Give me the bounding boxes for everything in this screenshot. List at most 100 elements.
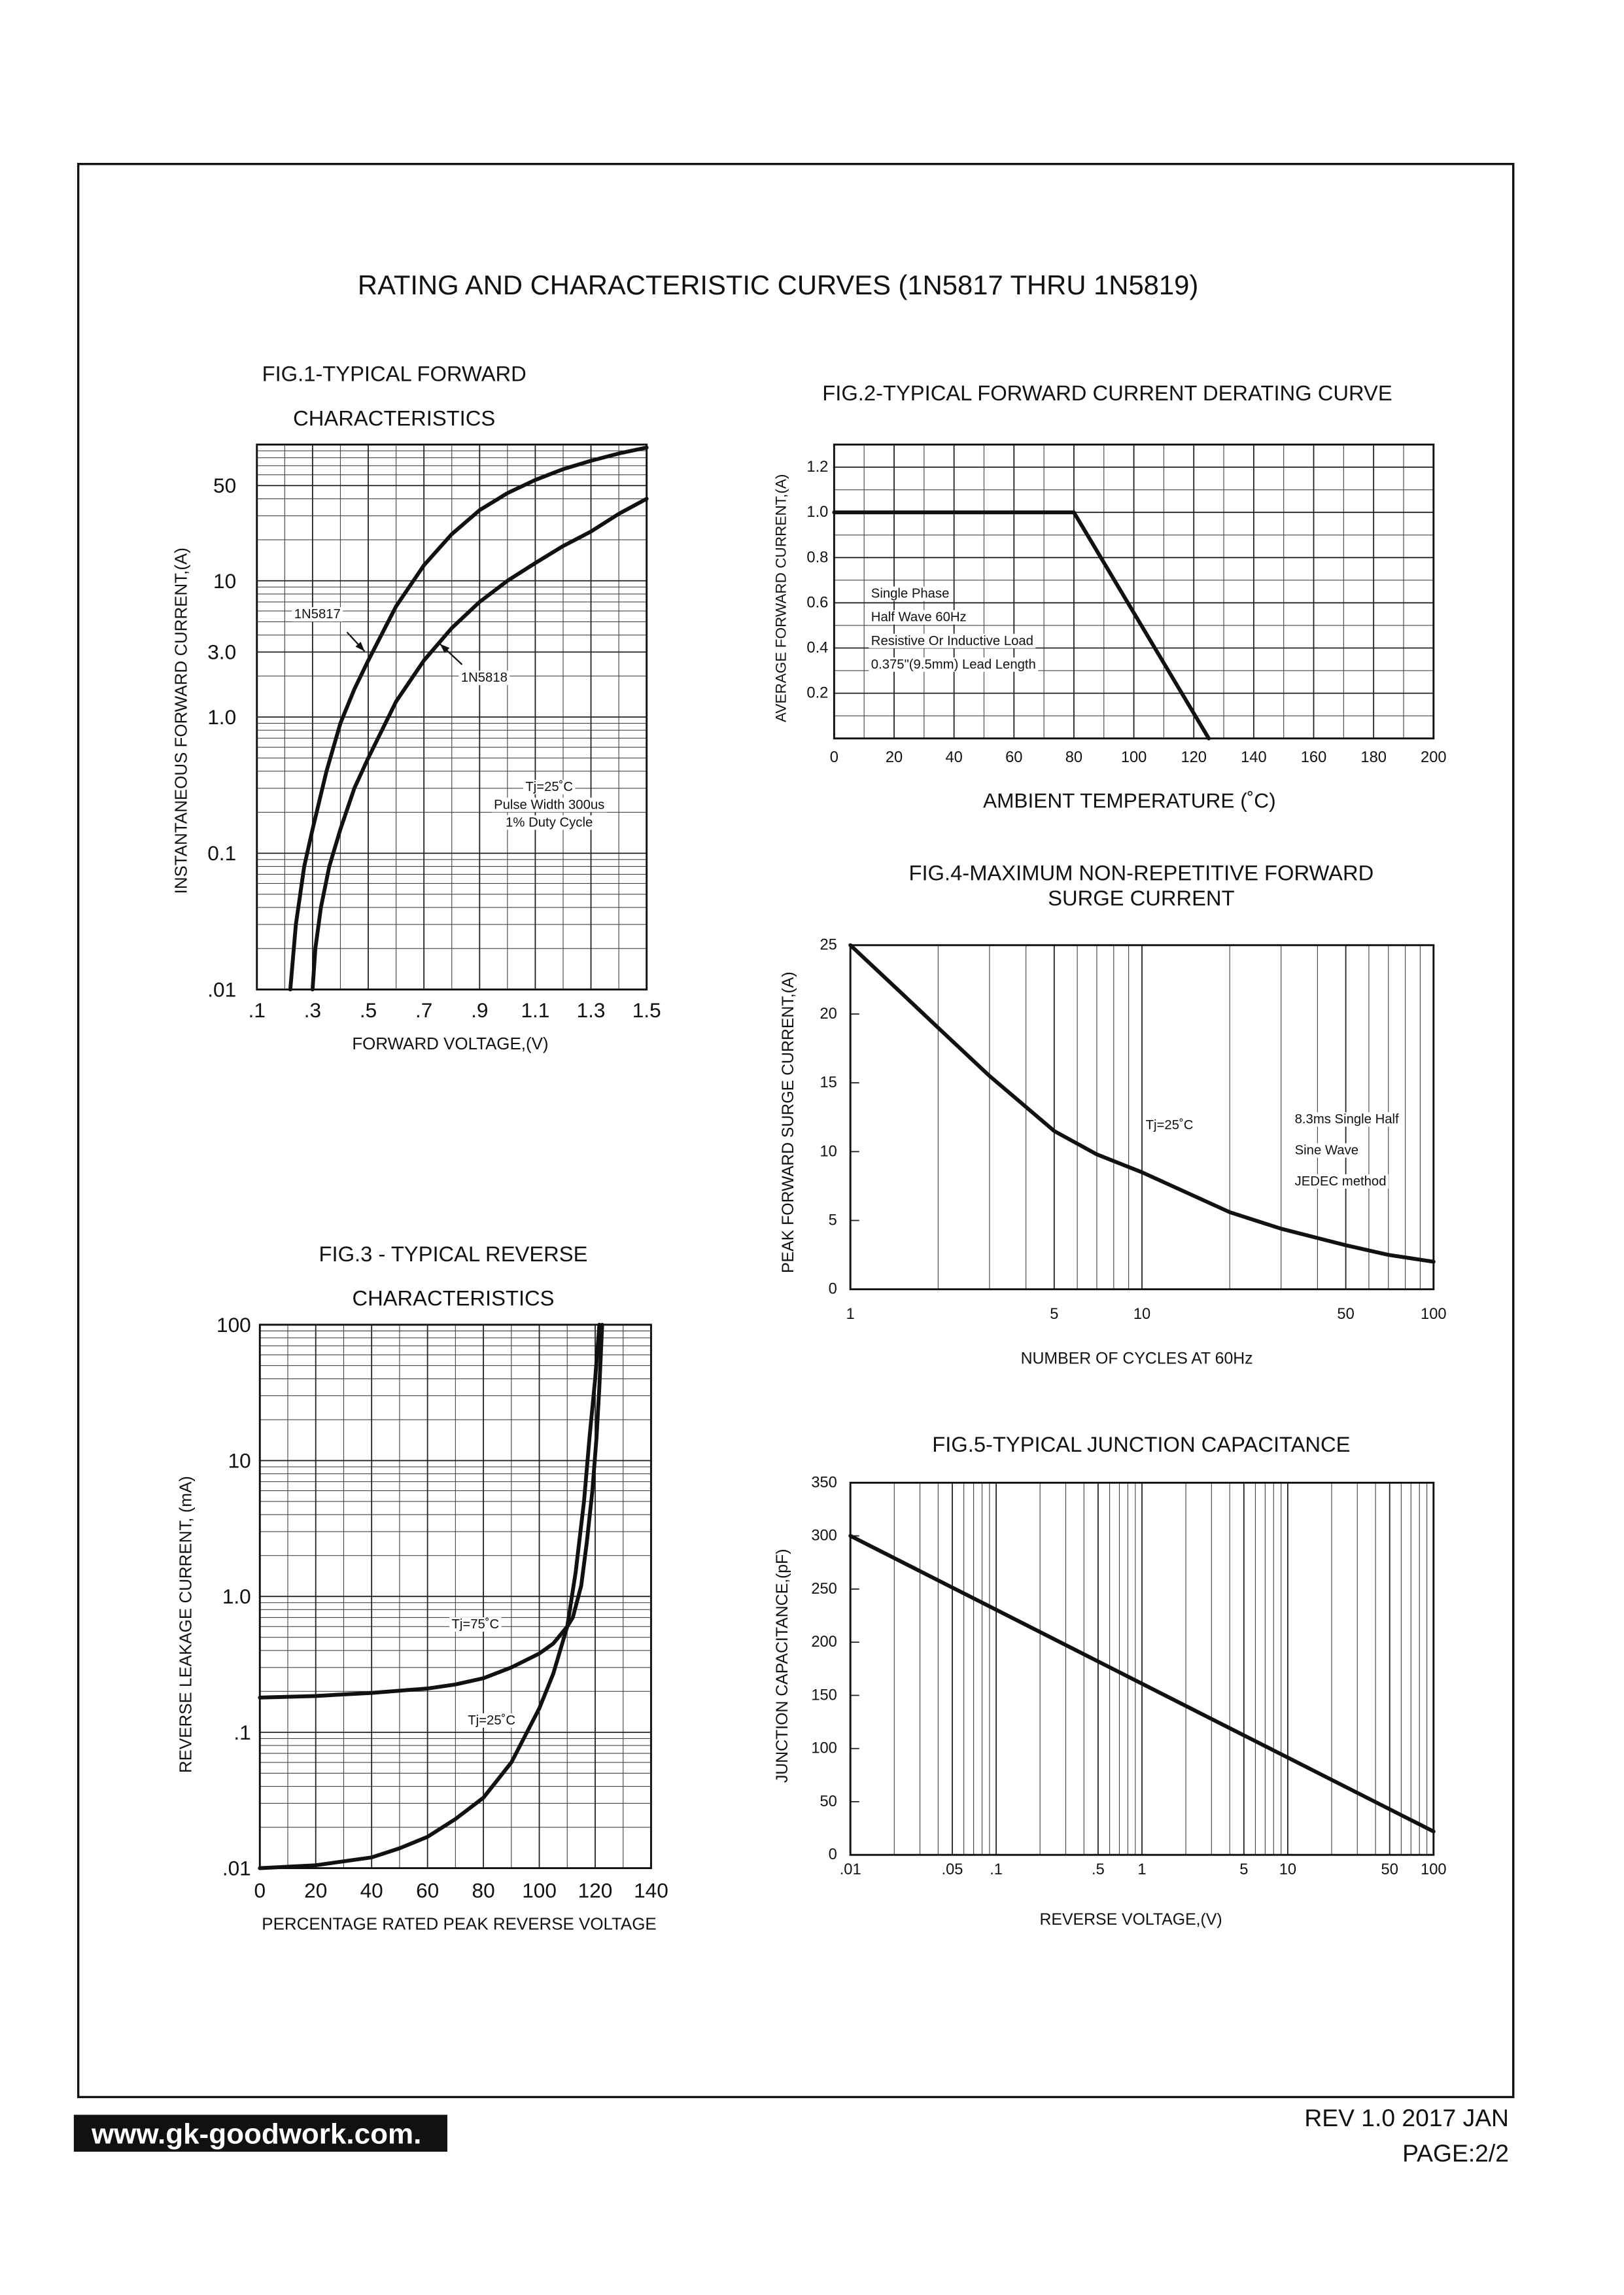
y-tick-label: 100 [216, 1313, 251, 1337]
website: www.gk-goodwork.com. [91, 2118, 421, 2150]
annotation: Pulse Width 300us [494, 797, 604, 812]
x-tick-label: 60 [416, 1878, 439, 1902]
label-background [491, 797, 607, 813]
figure-title: CHARACTERISTICS [352, 1286, 554, 1310]
label-background [1292, 1143, 1361, 1158]
x-tick-label: 50 [1381, 1861, 1398, 1878]
annotation: Half Wave 60Hz [871, 610, 967, 625]
x-tick-label: 1 [846, 1306, 855, 1323]
x-tick-label: .5 [360, 998, 377, 1022]
x-tick-label: 40 [360, 1878, 383, 1902]
figure-title: SURGE CURRENT [1048, 886, 1234, 910]
x-tick-label: 10 [1279, 1861, 1296, 1878]
figure-title: FIG.4-MAXIMUM NON-REPETITIVE FORWARD [908, 861, 1373, 885]
y-axis-label: PEAK FORWARD SURGE CURRENT,(A) [780, 972, 797, 1273]
x-tick-label: .3 [304, 998, 321, 1022]
annotation: Tj=25˚C [1146, 1118, 1194, 1132]
x-tick-label: 200 [1421, 749, 1447, 766]
plot-border [258, 1323, 652, 1870]
x-tick-label: 20 [304, 1878, 327, 1902]
curve [848, 943, 1436, 1264]
figure-title: FIG.1-TYPICAL FORWARD [262, 362, 527, 386]
plot-border [833, 444, 1435, 740]
x-tick-label: 5 [1050, 1306, 1058, 1323]
x-tick-label: .1 [249, 998, 266, 1022]
x-tick-label: 120 [1181, 749, 1207, 766]
x-tick-label: 10 [1133, 1306, 1150, 1323]
curve [288, 446, 649, 992]
x-tick-label: 140 [1241, 749, 1267, 766]
figure-title: FIG.2-TYPICAL FORWARD CURRENT DERATING C… [822, 381, 1392, 405]
label-background [523, 780, 576, 795]
x-tick-label: 1.1 [521, 998, 549, 1022]
curve [832, 510, 1211, 741]
figure-title: FIG.3 - TYPICAL REVERSE [319, 1242, 588, 1266]
curve [258, 1322, 602, 1870]
label-background [1292, 1174, 1389, 1189]
plot-border [849, 944, 1435, 1291]
y-tick-label: 1.0 [222, 1585, 251, 1608]
y-tick-label: 0.1 [207, 841, 236, 865]
y-tick-label: 0.4 [806, 640, 828, 657]
y-tick-label: 1.0 [207, 705, 236, 729]
curve [310, 497, 649, 992]
label-background [292, 607, 343, 622]
y-tick-label: .01 [222, 1857, 251, 1880]
x-axis-label: AMBIENT TEMPERATURE (˚C) [983, 789, 1276, 813]
x-tick-label: .5 [1092, 1861, 1105, 1878]
x-tick-label: 80 [472, 1878, 495, 1902]
label-background [869, 633, 1036, 648]
annotation: 1% Duty Cycle [506, 815, 593, 830]
label-background [869, 610, 969, 625]
y-tick-label: 50 [213, 474, 236, 497]
y-tick-label: 0.8 [806, 549, 828, 566]
y-tick-label: .01 [207, 977, 236, 1001]
x-tick-label: 5 [1239, 1861, 1248, 1878]
x-tick-label: .9 [471, 998, 488, 1022]
x-tick-label: 1.3 [577, 998, 606, 1022]
arrow-head [355, 641, 365, 652]
x-tick-label: 80 [1065, 749, 1082, 766]
y-tick-label: .1 [233, 1721, 251, 1744]
y-tick-label: 15 [820, 1074, 837, 1091]
figure-title: FIG.5-TYPICAL JUNCTION CAPACITANCE [932, 1432, 1350, 1456]
y-tick-label: 10 [820, 1143, 837, 1160]
label-background [503, 815, 595, 830]
curve [848, 1533, 1436, 1834]
y-tick-label: 100 [811, 1740, 837, 1757]
x-tick-label: 140 [634, 1878, 668, 1902]
y-axis-label: INSTANTANEOUS FORWARD CURRENT,(A) [173, 548, 191, 894]
series-label: 1N5817 [294, 607, 341, 622]
page-border [77, 162, 1515, 2099]
annotation: Tj=25˚C [525, 780, 573, 794]
x-tick-label: 0 [830, 749, 838, 766]
x-tick-label: .7 [415, 998, 432, 1022]
label-background [1143, 1118, 1196, 1133]
x-tick-label: 100 [1121, 749, 1147, 766]
x-tick-label: .01 [840, 1861, 861, 1878]
y-tick-label: 0.6 [806, 594, 828, 611]
x-tick-label: 0 [254, 1878, 266, 1902]
label-background [465, 1713, 518, 1728]
x-tick-label: 40 [945, 749, 962, 766]
arrow-head [440, 644, 450, 654]
y-tick-label: 10 [213, 569, 236, 593]
figure-title: CHARACTERISTICS [293, 406, 495, 430]
y-tick-label: 10 [228, 1449, 251, 1473]
curve [258, 1322, 604, 1700]
series-label: 1N5818 [461, 671, 508, 685]
y-tick-label: 20 [820, 1006, 837, 1023]
y-tick-label: 200 [811, 1634, 837, 1651]
x-tick-label: 60 [1005, 749, 1022, 766]
y-tick-label: 3.0 [207, 640, 236, 664]
x-tick-label: .1 [990, 1861, 1003, 1878]
y-tick-label: 0 [829, 1281, 837, 1298]
y-tick-label: 0 [829, 1846, 837, 1863]
annotation: 0.375"(9.5mm) Lead Length [871, 657, 1036, 672]
y-tick-label: 150 [811, 1687, 837, 1704]
plot-border [849, 1481, 1435, 1856]
x-tick-label: 180 [1360, 749, 1387, 766]
y-tick-label: 250 [811, 1581, 837, 1598]
